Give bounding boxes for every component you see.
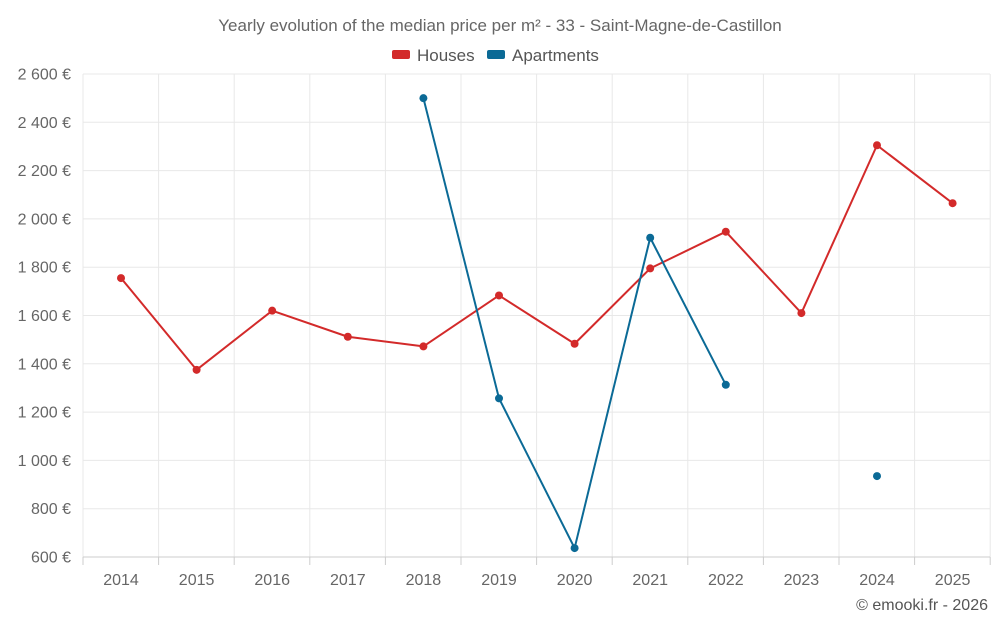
credit-label: © emooki.fr - 2026 bbox=[856, 597, 988, 614]
data-point-houses[interactable] bbox=[268, 306, 277, 315]
x-tick-label: 2025 bbox=[935, 572, 971, 589]
data-point-houses[interactable] bbox=[419, 342, 428, 351]
data-point-apartments[interactable] bbox=[873, 472, 881, 481]
legend-swatch bbox=[487, 50, 505, 59]
data-point-apartments[interactable] bbox=[646, 233, 655, 242]
data-point-apartments[interactable] bbox=[570, 544, 579, 553]
x-tick-label: 2018 bbox=[406, 572, 442, 589]
series-apartments bbox=[419, 94, 881, 553]
data-point-apartments[interactable] bbox=[721, 380, 730, 389]
y-tick-label: 1 400 € bbox=[18, 356, 71, 373]
data-point-apartments[interactable] bbox=[419, 94, 428, 103]
series-houses bbox=[117, 141, 957, 374]
legend[interactable]: Houses Apartments bbox=[392, 46, 599, 65]
y-tick-label: 2 600 € bbox=[18, 67, 71, 84]
legend-item-apartments[interactable]: Apartments bbox=[487, 46, 599, 65]
y-tick-label: 1 800 € bbox=[18, 260, 71, 277]
x-tick-label: 2014 bbox=[103, 572, 139, 589]
data-point-houses[interactable] bbox=[797, 309, 806, 318]
x-tick-label: 2021 bbox=[632, 572, 668, 589]
data-point-houses[interactable] bbox=[495, 291, 503, 300]
series bbox=[117, 94, 957, 553]
data-point-houses[interactable] bbox=[570, 339, 579, 348]
y-tick-label: 1 600 € bbox=[18, 308, 71, 325]
y-tick-label: 2 000 € bbox=[18, 211, 71, 228]
legend-label: Apartments bbox=[512, 46, 599, 65]
x-tick-label: 2016 bbox=[254, 572, 290, 589]
legend-swatch bbox=[392, 50, 410, 59]
x-tick-label: 2020 bbox=[557, 572, 593, 589]
data-point-houses[interactable] bbox=[192, 365, 201, 374]
data-point-houses[interactable] bbox=[873, 141, 881, 150]
chart-title: Yearly evolution of the median price per… bbox=[218, 16, 781, 35]
series-line-houses bbox=[120, 144, 954, 371]
data-point-houses[interactable] bbox=[343, 332, 352, 341]
axes: 600 € 800 € 1 000 € 1 200 € 1 400 € 1 600 € 1 … bbox=[18, 67, 991, 589]
y-tick-label: 1 000 € bbox=[18, 453, 71, 470]
data-point-houses[interactable] bbox=[646, 264, 655, 273]
y-tick-label: 2 400 € bbox=[18, 115, 71, 132]
grid bbox=[82, 73, 991, 557]
series-line-apartments bbox=[422, 97, 727, 550]
data-point-houses[interactable] bbox=[721, 227, 730, 236]
data-point-houses[interactable] bbox=[117, 274, 125, 283]
data-point-apartments[interactable] bbox=[495, 394, 503, 403]
legend-label: Houses bbox=[417, 46, 475, 65]
y-tick-label: 600 € bbox=[31, 550, 71, 567]
legend-item-houses[interactable]: Houses bbox=[392, 46, 475, 65]
data-point-houses[interactable] bbox=[948, 199, 957, 208]
x-tick-label: 2023 bbox=[784, 572, 820, 589]
x-tick-label: 2019 bbox=[481, 572, 517, 589]
y-tick-label: 1 200 € bbox=[18, 405, 71, 422]
x-tick-label: 2015 bbox=[179, 572, 215, 589]
x-tick-label: 2022 bbox=[708, 572, 744, 589]
y-tick-label: 800 € bbox=[31, 501, 71, 518]
x-tick-label: 2017 bbox=[330, 572, 366, 589]
x-tick-label: 2024 bbox=[859, 572, 895, 589]
y-tick-label: 2 200 € bbox=[18, 163, 71, 180]
